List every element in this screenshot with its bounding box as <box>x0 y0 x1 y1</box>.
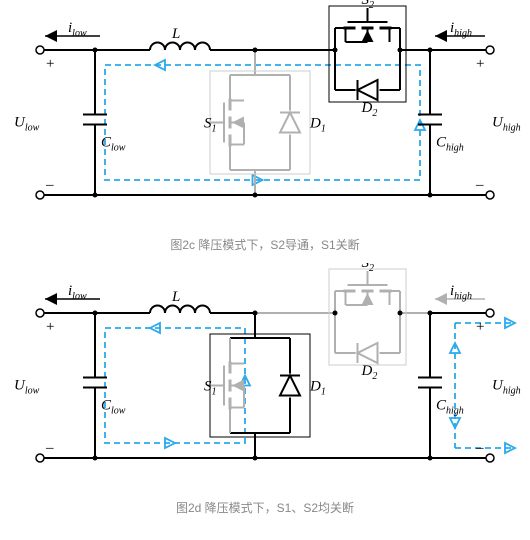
svg-text:L: L <box>171 26 180 42</box>
svg-text:Ulow: Ulow <box>14 115 40 134</box>
figure-caption: 图2c 降压模式下，S2导通，S1关断 <box>0 230 530 263</box>
figure: +–+–ilowihighLUlowUhighClowChighS1D1S2D2… <box>0 0 530 263</box>
svg-text:Chigh: Chigh <box>436 398 464 417</box>
svg-text:D2: D2 <box>361 100 378 119</box>
svg-text:–: – <box>45 177 54 193</box>
svg-text:–: – <box>475 177 484 193</box>
svg-text:+: + <box>46 319 54 335</box>
svg-text:Ulow: Ulow <box>14 378 40 397</box>
figure: +–+–ilowihighLUlowUhighClowChighS1D1S2D2… <box>0 263 530 526</box>
svg-text:D1: D1 <box>309 116 326 135</box>
svg-text:+: + <box>476 56 484 72</box>
svg-text:–: – <box>45 440 54 456</box>
svg-text:ihigh: ihigh <box>450 283 472 302</box>
circuit-diagram: +–+–ilowihighLUlowUhighClowChighS1D1S2D2 <box>0 0 530 230</box>
svg-text:ihigh: ihigh <box>450 20 472 39</box>
svg-text:Chigh: Chigh <box>436 135 464 154</box>
svg-text:+: + <box>476 319 484 335</box>
figure-caption: 图2d 降压模式下，S1、S2均关断 <box>0 493 530 526</box>
svg-text:L: L <box>171 289 180 305</box>
svg-text:+: + <box>46 56 54 72</box>
svg-text:Uhigh: Uhigh <box>492 378 521 397</box>
svg-text:D2: D2 <box>361 363 378 382</box>
svg-text:Uhigh: Uhigh <box>492 115 521 134</box>
circuit-diagram: +–+–ilowihighLUlowUhighClowChighS1D1S2D2 <box>0 263 530 493</box>
svg-text:–: – <box>475 440 484 456</box>
svg-text:D1: D1 <box>309 379 326 398</box>
